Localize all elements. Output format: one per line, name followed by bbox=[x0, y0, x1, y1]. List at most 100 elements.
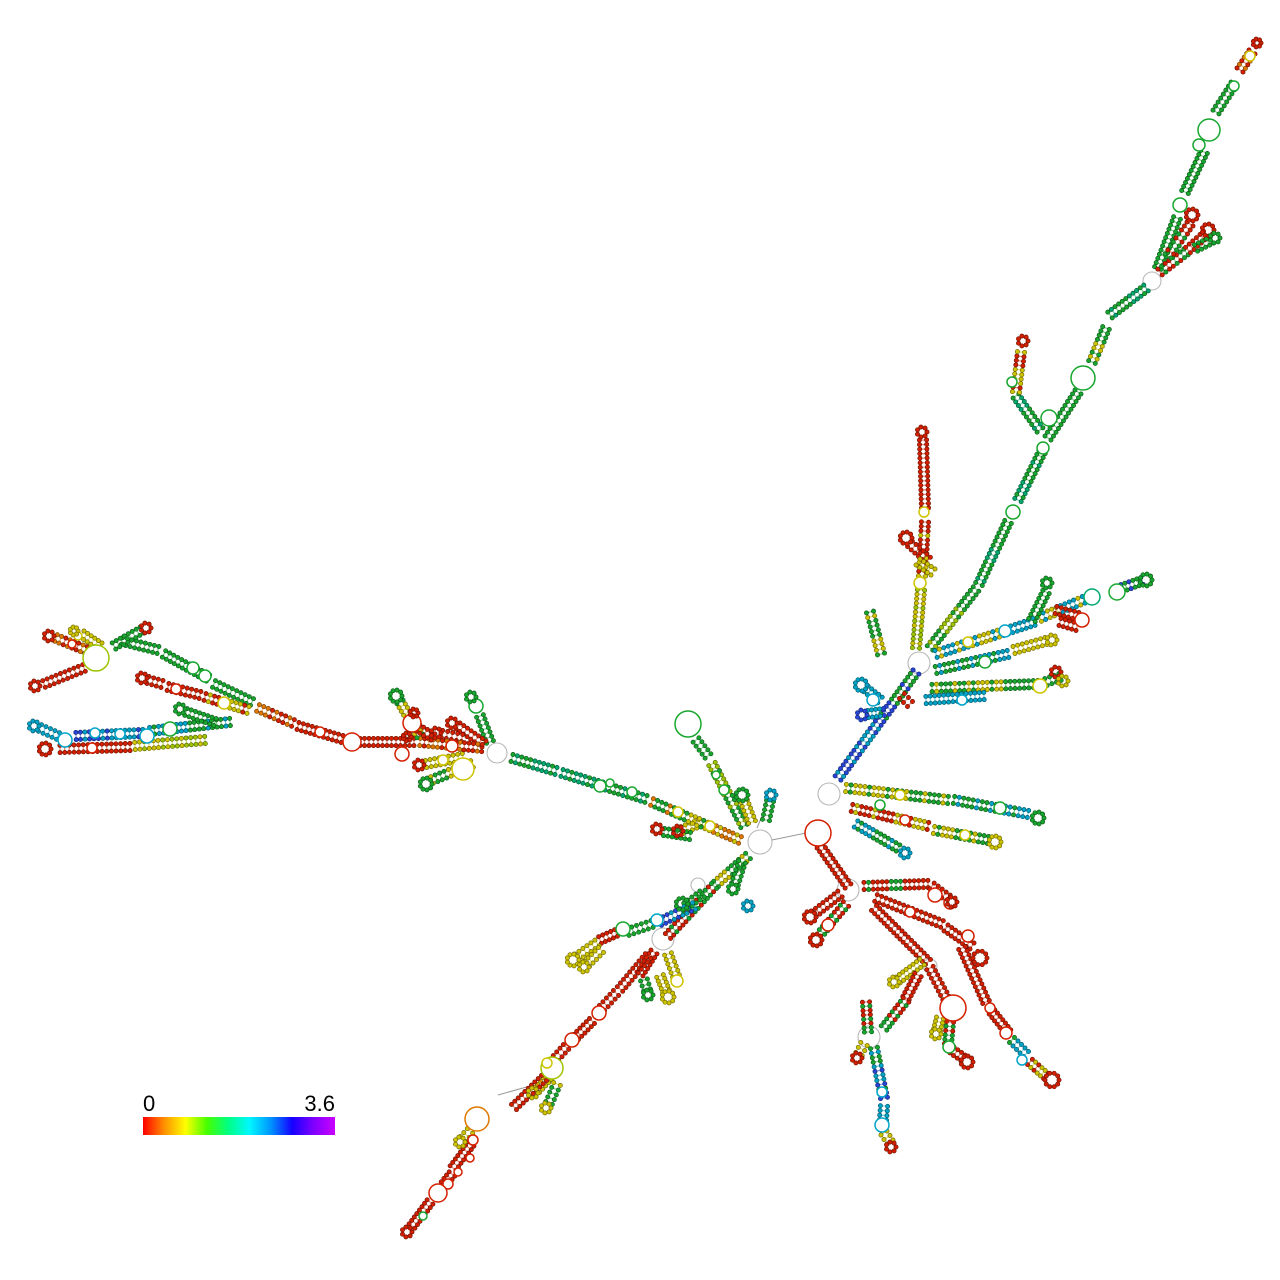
hairpin-loop bbox=[887, 974, 902, 990]
stem bbox=[1179, 148, 1210, 196]
hairpin-loop bbox=[945, 894, 960, 910]
interior-loop-circle bbox=[442, 1178, 454, 1190]
stem bbox=[1162, 219, 1196, 261]
interior-loop-circle bbox=[1197, 118, 1221, 142]
interior-loop-circle bbox=[626, 786, 638, 798]
hairpin-loop bbox=[970, 948, 990, 968]
hairpin-loop bbox=[1208, 230, 1223, 246]
stem bbox=[550, 1042, 572, 1063]
stem bbox=[1042, 387, 1084, 443]
interior-loop-circle bbox=[464, 1106, 490, 1132]
stem bbox=[1009, 349, 1028, 395]
stem bbox=[147, 715, 233, 738]
hairpin-loop bbox=[929, 1026, 944, 1042]
stem bbox=[848, 802, 932, 832]
stem bbox=[913, 556, 938, 578]
stem bbox=[357, 735, 417, 749]
interior-loop-circle bbox=[465, 1153, 475, 1163]
stem bbox=[596, 927, 620, 946]
interior-loop-circle bbox=[314, 726, 326, 738]
stem bbox=[832, 667, 922, 783]
interior-loop-circle bbox=[942, 1040, 956, 1054]
stem bbox=[897, 691, 915, 709]
interior-loop-circle bbox=[1244, 50, 1256, 62]
interior-loop-circle bbox=[899, 814, 911, 826]
hairpin-loop bbox=[884, 1139, 899, 1155]
legend-gradient-bar bbox=[143, 1117, 335, 1135]
interior-loop-circle bbox=[670, 974, 684, 988]
hairpin-loop bbox=[671, 823, 686, 839]
stem bbox=[73, 726, 146, 743]
hairpin-loop bbox=[417, 775, 435, 793]
interior-loop-circle bbox=[993, 801, 1007, 815]
interior-loop-circle bbox=[1016, 1054, 1028, 1066]
hairpin-loop bbox=[1042, 1070, 1062, 1090]
hairpin-loop bbox=[539, 1100, 554, 1116]
hairpin-loop bbox=[850, 1050, 865, 1066]
stem bbox=[851, 818, 903, 854]
interior-loop-circle bbox=[57, 732, 73, 748]
stem bbox=[876, 1103, 891, 1123]
stem bbox=[869, 903, 933, 967]
stem bbox=[509, 1072, 549, 1113]
interior-loop-circle bbox=[718, 784, 730, 796]
interior-loop-circle bbox=[394, 746, 410, 762]
interior-loop-circle bbox=[874, 1117, 890, 1133]
stems bbox=[36, 47, 1258, 1231]
interior-loop-circle bbox=[998, 624, 1012, 638]
stem bbox=[182, 706, 219, 728]
legend-max-label: 3.6 bbox=[304, 1091, 335, 1116]
stem bbox=[1086, 324, 1112, 366]
hairpin-loop bbox=[412, 757, 427, 773]
stem bbox=[878, 995, 912, 1033]
hairpin-loop bbox=[898, 845, 913, 861]
stem bbox=[1105, 282, 1151, 321]
interior-loop-circle bbox=[1036, 441, 1050, 455]
interior-loop-circle bbox=[139, 728, 155, 744]
hairpin-loop bbox=[28, 678, 43, 694]
interior-loop-circles bbox=[57, 50, 1256, 1221]
stem bbox=[950, 794, 1032, 820]
stem bbox=[923, 689, 987, 707]
interior-loop-circle bbox=[67, 639, 77, 649]
interior-loop-circle bbox=[650, 913, 664, 927]
interior-loop-circle bbox=[674, 710, 702, 738]
interior-loop-circle bbox=[1070, 365, 1096, 391]
hairpin-loop bbox=[650, 821, 665, 837]
hairpin-loop bbox=[764, 787, 779, 803]
stem bbox=[40, 662, 88, 690]
interior-loop-circle bbox=[170, 683, 182, 695]
interior-loop-circle bbox=[913, 576, 927, 590]
stem bbox=[614, 951, 654, 994]
hairpin-loop bbox=[564, 951, 582, 969]
interior-loop-circle bbox=[467, 1134, 479, 1146]
interior-loop-circle bbox=[876, 1086, 888, 1098]
stem bbox=[1012, 447, 1048, 505]
hairpin-loop bbox=[407, 706, 421, 720]
stem bbox=[814, 841, 854, 891]
interior-loop-circle bbox=[186, 661, 200, 675]
legend-labels: 0 3.6 bbox=[143, 1093, 335, 1115]
interior-loop-circle bbox=[451, 757, 475, 781]
hairpin-loop bbox=[741, 898, 756, 914]
interior-loop-circle bbox=[217, 696, 231, 710]
hairpin-loop bbox=[400, 730, 414, 744]
interior-loop-circle bbox=[704, 820, 716, 832]
interior-loop-circle bbox=[1040, 409, 1058, 427]
stem bbox=[1026, 587, 1052, 625]
stem bbox=[861, 877, 931, 893]
junction-loop bbox=[747, 829, 773, 855]
hairpin-loop bbox=[27, 718, 42, 734]
hairpin-loop bbox=[673, 895, 691, 913]
hairpin-loop bbox=[1056, 673, 1071, 689]
interior-loop-circle bbox=[418, 1211, 428, 1221]
hairpin-loop bbox=[173, 701, 188, 717]
hairpin-loop bbox=[42, 628, 57, 644]
interior-loop-circle bbox=[1108, 583, 1126, 601]
interior-loop-circle bbox=[927, 887, 943, 903]
interior-loop-circle bbox=[1172, 197, 1188, 213]
junction-loops bbox=[486, 271, 1162, 1049]
interior-loop-circle bbox=[956, 694, 968, 706]
hairpin-loop bbox=[1183, 206, 1201, 224]
